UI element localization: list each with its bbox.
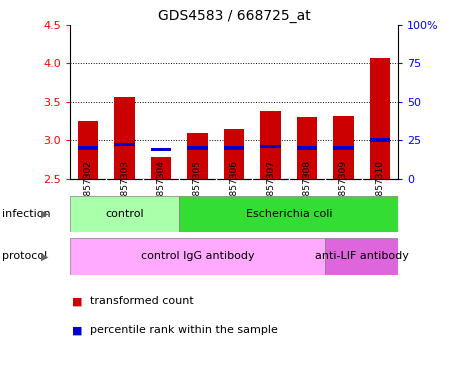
Bar	[325, 238, 398, 275]
Bar	[261, 111, 280, 179]
Text: ▶: ▶	[40, 209, 48, 219]
Text: ■: ■	[72, 325, 82, 335]
Bar	[224, 129, 244, 179]
Text: GSM857308: GSM857308	[302, 160, 311, 215]
Bar	[370, 58, 390, 179]
Bar	[78, 121, 98, 179]
Text: GSM857303: GSM857303	[120, 160, 129, 215]
Text: GSM857306: GSM857306	[230, 160, 238, 215]
Bar	[333, 116, 354, 179]
Text: GSM857305: GSM857305	[193, 160, 202, 215]
Bar	[297, 117, 317, 179]
Text: ■: ■	[72, 296, 82, 306]
Text: control IgG antibody: control IgG antibody	[141, 251, 254, 262]
Text: GSM857309: GSM857309	[339, 160, 348, 215]
Bar	[333, 146, 354, 150]
Bar	[151, 148, 171, 151]
Text: Escherichia coli: Escherichia coli	[246, 209, 332, 219]
Bar	[188, 146, 207, 150]
Title: GDS4583 / 668725_at: GDS4583 / 668725_at	[158, 8, 310, 23]
Bar	[261, 145, 280, 148]
Bar	[151, 157, 171, 179]
Text: protocol: protocol	[2, 251, 48, 262]
Text: infection: infection	[2, 209, 51, 219]
Bar	[370, 139, 390, 142]
Bar	[297, 146, 317, 150]
Text: transformed count: transformed count	[90, 296, 194, 306]
Text: ▶: ▶	[40, 251, 48, 262]
Text: GSM857307: GSM857307	[266, 160, 275, 215]
Text: control: control	[105, 209, 144, 219]
Text: GSM857310: GSM857310	[375, 160, 384, 215]
Bar	[179, 196, 398, 232]
Text: percentile rank within the sample: percentile rank within the sample	[90, 325, 278, 335]
Bar	[188, 133, 207, 179]
Bar	[78, 146, 98, 150]
Bar	[224, 146, 244, 150]
Text: GSM857304: GSM857304	[157, 160, 166, 215]
Bar	[114, 97, 135, 179]
Text: anti-LIF antibody: anti-LIF antibody	[315, 251, 409, 262]
Text: GSM857302: GSM857302	[84, 160, 93, 215]
Bar	[70, 196, 179, 232]
Bar	[114, 143, 135, 147]
Bar	[70, 238, 325, 275]
